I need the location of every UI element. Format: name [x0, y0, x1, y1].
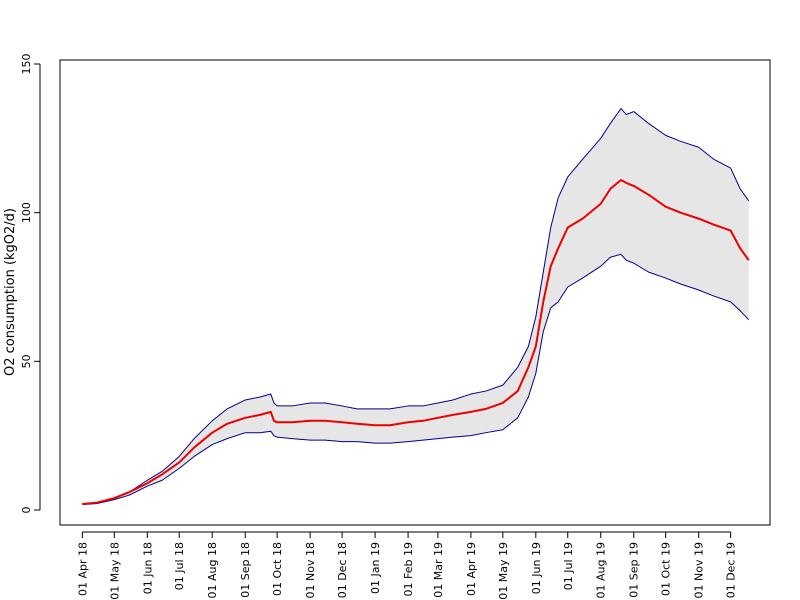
upper-bound-line — [82, 108, 750, 505]
x-tick-label: 01 Nov 18 — [304, 542, 317, 598]
x-tick-label: 01 Jan 19 — [369, 542, 382, 594]
y-axis-label: O2 consumption (kgO2/d) — [3, 208, 18, 376]
x-tick-label: 01 Dec 19 — [725, 542, 738, 598]
x-tick-label: 01 Aug 19 — [595, 542, 608, 598]
x-tick-label: 01 Dec 18 — [336, 542, 349, 598]
x-tick-label: 01 Nov 19 — [693, 542, 706, 598]
y-tick-label: 0 — [20, 507, 33, 514]
confidence-band — [82, 108, 749, 505]
plot-frame — [59, 59, 771, 526]
x-tick-label: 01 Jun 18 — [141, 542, 154, 594]
lower-bound-line — [82, 253, 750, 506]
x-tick-label: 01 Oct 19 — [660, 542, 673, 596]
y-axis: 0 50 100 150 — [20, 54, 41, 514]
x-tick-label: 01 May 18 — [108, 542, 121, 600]
x-tick-label: 01 Oct 18 — [271, 542, 284, 596]
x-tick-label: 01 Aug 18 — [206, 542, 219, 598]
x-tick-label: 01 Jun 19 — [530, 542, 543, 594]
x-axis: 01 Apr 18 01 May 18 01 Jun 18 01 Jul 18 01 A… — [76, 531, 738, 600]
y-tick-label: 50 — [20, 354, 33, 368]
x-tick-label: 01 Apr 18 — [76, 542, 89, 596]
x-tick-label: 01 Feb 19 — [402, 542, 415, 596]
x-tick-label: 01 Sep 19 — [628, 542, 641, 598]
x-tick-label: 01 May 19 — [497, 542, 510, 600]
x-tick-label: 01 Mar 19 — [432, 542, 445, 598]
x-tick-label: 01 Sep 18 — [239, 542, 252, 598]
y-tick-label: 150 — [20, 54, 33, 75]
mean-line — [82, 178, 750, 506]
x-tick-label: 01 Jul 18 — [173, 542, 186, 590]
plot-layer — [82, 108, 750, 506]
x-tick-label: 01 Jul 19 — [562, 542, 575, 590]
y-tick-label: 100 — [20, 202, 33, 223]
x-tick-label: 01 Apr 19 — [465, 542, 478, 596]
